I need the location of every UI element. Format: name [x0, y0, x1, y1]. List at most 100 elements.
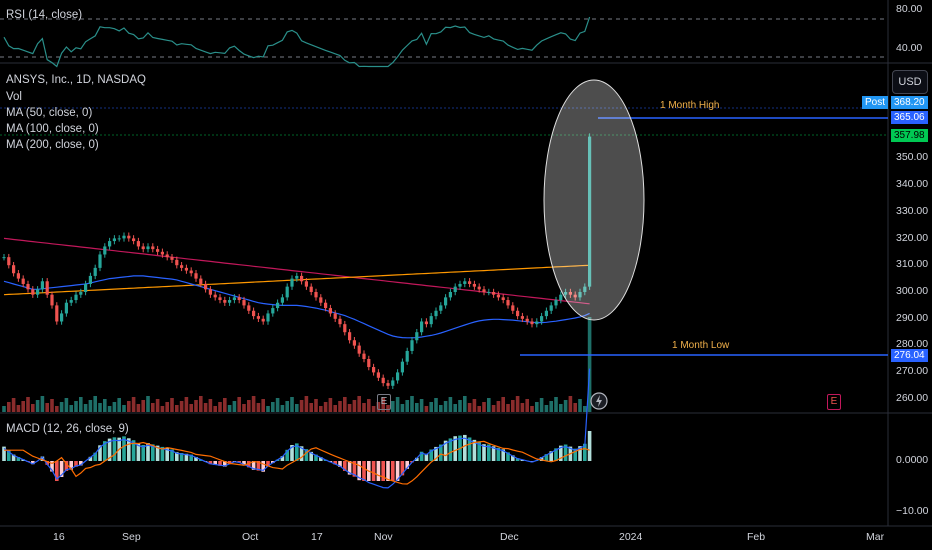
candle-body	[544, 310, 548, 317]
macd-signal-line	[4, 440, 590, 485]
ma50-legend[interactable]: MA (50, close, 0)	[6, 107, 93, 119]
macd-histogram-bar	[256, 461, 261, 471]
volume-bar	[64, 398, 69, 412]
month-low-annotation[interactable]: 1 Month Low	[672, 340, 730, 351]
ma200-legend[interactable]: MA (200, close, 0)	[6, 139, 99, 151]
macd-histogram-bar	[107, 438, 112, 461]
highlight-ellipse	[543, 79, 645, 321]
candle-body	[122, 235, 126, 239]
macd-histogram-bar	[362, 461, 366, 481]
volume-bar	[367, 399, 371, 412]
x-axis-label: Mar	[866, 531, 885, 543]
macd-axis-neg10: −10.00	[896, 505, 929, 517]
volume-bar	[578, 399, 582, 412]
macd-histogram-bar	[146, 443, 150, 461]
candle-body	[333, 313, 337, 319]
macd-histogram-bar	[290, 445, 294, 461]
macd-histogram-bar	[578, 446, 582, 461]
x-axis-label: Oct	[242, 531, 259, 543]
candle-body	[156, 249, 160, 252]
candle-body	[26, 283, 30, 290]
vol-legend[interactable]: Vol	[6, 91, 22, 103]
macd-histogram-bar	[160, 446, 165, 461]
post-value-tag: 368.20	[891, 96, 928, 109]
volume-bar	[261, 399, 265, 412]
volume-bar	[352, 400, 357, 412]
earnings-marker-upcoming[interactable]: E	[827, 394, 841, 410]
candle-body	[266, 313, 270, 322]
price-axis-340: 340.00	[896, 178, 929, 190]
candle-body	[40, 281, 44, 290]
volume-bar	[515, 396, 520, 412]
volume-bar	[487, 398, 491, 412]
volume-bar	[415, 403, 419, 412]
post-tag: Post	[862, 96, 889, 109]
rsi-legend[interactable]: RSI (14, close)	[6, 9, 83, 21]
volume-bar	[45, 403, 49, 412]
volume-bar	[338, 401, 342, 412]
volume-bar	[290, 397, 294, 412]
volume-bar	[170, 398, 174, 412]
earnings-marker-past[interactable]: E	[377, 394, 391, 410]
volume-bar	[213, 406, 217, 412]
price-axis-300: 300.00	[896, 285, 929, 297]
macd-histogram-bar	[208, 461, 213, 465]
volume-bar	[511, 400, 515, 412]
volume-bar	[304, 396, 309, 412]
x-axis-label: Nov	[374, 531, 393, 543]
candle-body	[453, 286, 457, 292]
volume-bar	[424, 406, 429, 412]
volume-bar	[2, 406, 6, 412]
candle-body	[554, 300, 558, 306]
volume-bar	[131, 397, 136, 412]
candle-body	[117, 238, 121, 240]
volume-bar	[520, 403, 525, 412]
candle-body	[184, 267, 188, 271]
volume-bar	[88, 400, 93, 412]
volume-bar	[127, 401, 131, 412]
macd-histogram-bar	[247, 461, 251, 468]
macd-histogram-bar	[482, 444, 486, 461]
candle-body	[103, 246, 107, 255]
candle-body	[136, 241, 140, 247]
volume-bar	[391, 401, 395, 412]
symbol-legend[interactable]: ANSYS, Inc., 1D, NASDAQ	[6, 74, 146, 86]
volume-bar	[112, 402, 117, 412]
x-axis-label: Feb	[747, 531, 766, 543]
price-axis-320: 320.00	[896, 232, 929, 244]
volume-bar	[203, 403, 208, 412]
candle-body	[88, 275, 92, 284]
candle-body	[228, 300, 232, 303]
volume-bar	[280, 405, 285, 412]
candle-body	[324, 302, 328, 309]
macd-histogram-bar	[573, 448, 577, 461]
candle-body	[501, 297, 505, 301]
volume-bar	[573, 403, 577, 412]
macd-histogram-bar	[127, 438, 131, 461]
volume-bar	[266, 406, 270, 412]
volume-bar	[554, 397, 558, 412]
candle-body	[391, 380, 395, 386]
candle-body	[160, 251, 164, 255]
candle-body	[588, 136, 592, 287]
ma100-legend[interactable]: MA (100, close, 0)	[6, 123, 99, 135]
month-high-annotation[interactable]: 1 Month High	[660, 100, 720, 111]
volume-bar	[275, 398, 280, 412]
macd-histogram-bar	[309, 451, 313, 461]
volume-bar	[16, 405, 21, 412]
volume-bar	[242, 404, 246, 412]
macd-histogram-bar	[179, 453, 184, 461]
macd-legend[interactable]: MACD (12, 26, close, 9)	[6, 423, 129, 435]
price-axis-270: 270.00	[896, 365, 929, 377]
volume-bar	[194, 400, 198, 412]
macd-histogram-bar	[563, 444, 568, 461]
volume-bar	[189, 404, 193, 412]
volume-bar	[295, 404, 299, 412]
candle-body	[304, 281, 308, 287]
volume-bar	[381, 398, 385, 412]
volume-bar	[328, 398, 333, 412]
candle-body	[338, 318, 342, 325]
candle-body	[50, 294, 54, 306]
currency-button[interactable]: USD	[892, 70, 928, 94]
